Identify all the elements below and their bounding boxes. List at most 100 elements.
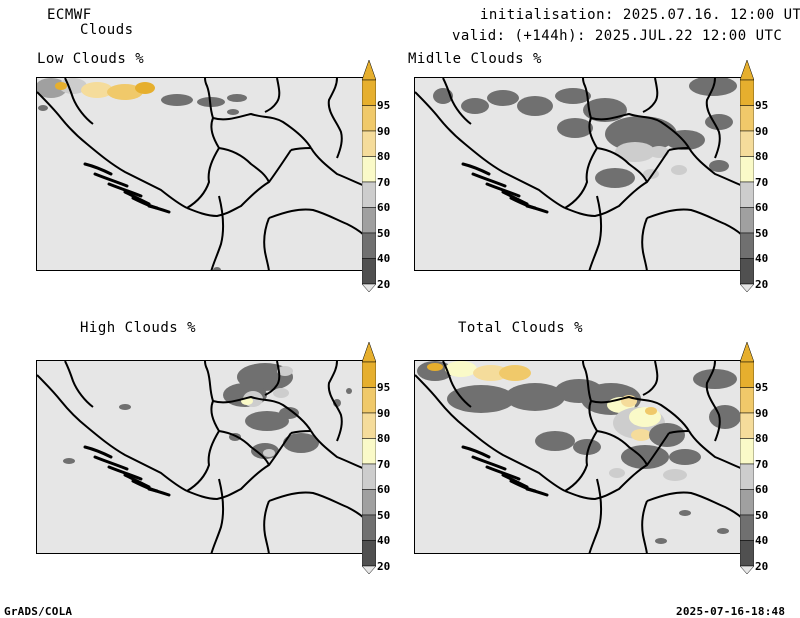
map-middle-clouds [414,77,742,271]
border-line [688,147,741,187]
cloud-patch [649,146,669,158]
colorbar-segment [362,514,376,541]
colorbar-bottom-triangle [740,565,754,574]
colorbar-high: 95 90 80 70 60 50 40 20 [362,342,402,574]
border-line [264,361,281,396]
border-line [564,361,599,492]
colorbar-label: 60 [755,201,769,214]
cloud-patch [445,361,477,377]
colorbar-segment [740,387,754,414]
cloud-patch [346,388,352,394]
border-line [186,149,292,218]
border-line [37,91,188,209]
colorbar-segment [740,514,754,541]
border-line [210,478,225,553]
colorbar-segment [740,79,754,106]
colorbar-label: 90 [377,406,391,420]
cloud-patch [665,130,705,150]
island-outline [461,445,491,459]
colorbar-total: 95 90 80 70 60 50 40 20 [740,342,780,574]
colorbar-bottom-triangle [362,283,376,292]
colorbar-segment [362,540,376,567]
cloud-patch [55,82,67,90]
cloud-patch [705,114,733,130]
island-outline [471,455,507,471]
cloud-patch [447,385,515,413]
cloud-patch [717,528,729,534]
cloud-patch [119,404,131,410]
border-line [310,147,363,187]
border-line [186,78,221,209]
border-line [218,430,270,466]
colorbar-segment [740,361,754,388]
colorbar-label: 95 [377,381,391,394]
cloud-patch [263,449,275,457]
colorbar-segment [740,463,754,490]
border-line [186,361,221,492]
colorbar-segment [740,105,754,132]
colorbar-label: 60 [377,201,391,214]
colorbar-label: 40 [377,252,391,265]
cloud-patch [645,407,657,415]
cloud-patch [555,88,591,104]
cloud-patch [227,94,247,102]
border-line [212,395,312,432]
border-line [596,147,648,183]
colorbar-label: 50 [377,226,391,240]
colorbar-segment [362,489,376,516]
product-name: Clouds [80,22,134,38]
cloud-patch [38,105,48,111]
colorbar-top-triangle [362,60,376,81]
island-outline [471,172,507,188]
colorbar-segment [362,463,376,490]
colorbar-segment [362,361,376,388]
coastlines-borders [415,361,741,553]
border-line [596,430,648,466]
colorbar-segment [362,438,376,465]
colorbar-label: 60 [755,483,769,496]
cloud-fields [37,78,247,270]
colorbar-top-triangle [362,342,376,363]
cloud-patch [245,411,289,431]
border-line [415,91,566,209]
cloud-patch [427,363,443,371]
colorbar-middle: 95 90 80 70 60 50 40 20 [740,60,780,292]
colorbar-segment [362,412,376,439]
border-line [588,195,603,270]
colorbar-label: 50 [755,226,769,240]
cloud-patch [473,365,509,381]
panel-title-total: Total Clouds % [458,320,584,336]
island-outline [83,162,113,176]
border-line [641,500,648,553]
colorbar-label: 70 [377,175,391,189]
colorbar-label: 70 [755,457,769,471]
border-line [327,78,343,159]
cloud-patch [135,82,155,94]
colorbar-label: 90 [755,406,769,420]
border-line [705,361,721,442]
colorbar-label: 50 [755,508,769,522]
border-line [210,195,225,270]
border-line [564,78,599,209]
colorbar-label: 20 [377,559,391,573]
cloud-patch [161,94,193,106]
cloud-patch [663,469,687,481]
panel-title-low: Low Clouds % [37,51,145,67]
map-total-clouds [414,360,742,554]
border-line [212,112,312,149]
colorbar-segment [362,232,376,259]
cloud-patch [655,538,667,544]
border-line [263,500,270,553]
cloud-patch [557,118,593,138]
border-line [263,217,270,270]
initialisation-text: initialisation: 2025.07.16. 12:00 UTC [480,7,800,23]
colorbar-label: 80 [755,150,769,163]
island-outline [83,445,113,459]
cloud-patch [605,116,677,152]
border-line [590,112,690,149]
border-line [590,395,690,432]
model-name: ECMWF [47,7,92,23]
border-line [186,432,292,501]
cloud-patch [273,388,289,398]
colorbar-label: 50 [377,508,391,522]
